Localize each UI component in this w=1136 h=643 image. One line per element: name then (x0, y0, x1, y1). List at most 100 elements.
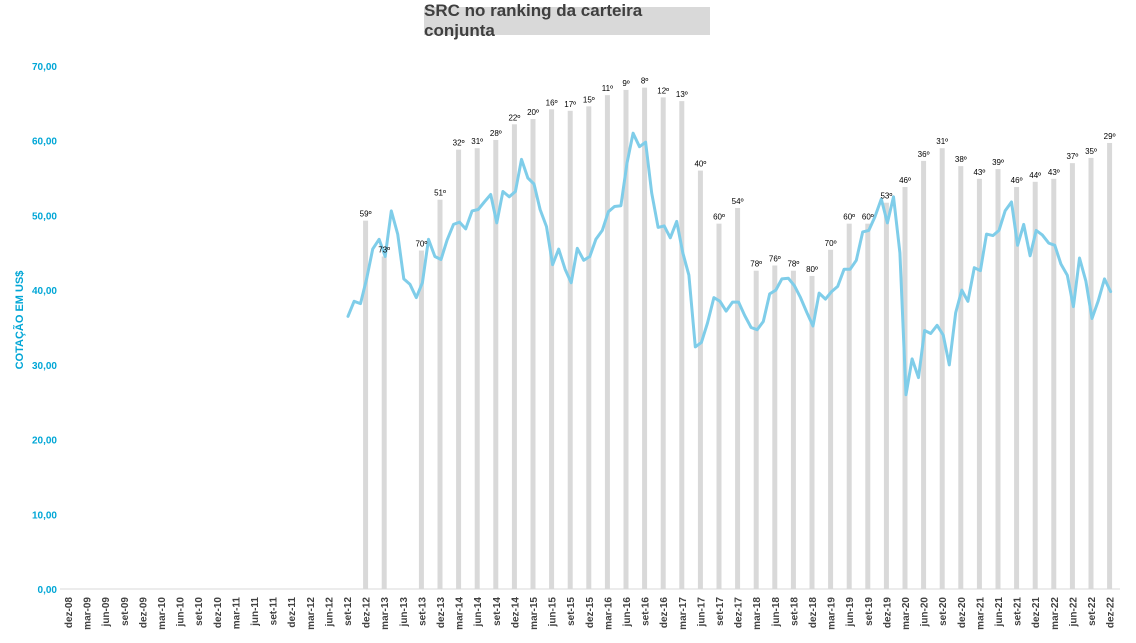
ranking-bar (1088, 157, 1094, 590)
x-tick-label: set-21 (1013, 597, 1024, 626)
x-tick-label: set-10 (194, 597, 205, 626)
ranking-label: 43º (1048, 168, 1060, 177)
ranking-bar (549, 109, 555, 589)
ranking-label: 60º (862, 213, 874, 222)
ranking-label: 13º (676, 90, 688, 99)
ranking-label: 70º (825, 239, 837, 248)
x-tick-label: jun-22 (1068, 597, 1079, 628)
x-tick-label: set-22 (1087, 597, 1098, 626)
ranking-label: 22º (508, 113, 520, 122)
x-tick-label: set-11 (269, 597, 280, 626)
ranking-label: 76º (769, 254, 781, 263)
x-tick-label: mar-10 (157, 597, 168, 630)
x-tick-label: jun-16 (622, 597, 633, 628)
ranking-label: 20º (527, 108, 539, 117)
ranking-bar (623, 89, 629, 589)
ranking-label: 46º (1011, 176, 1023, 185)
y-tick-label: 30,00 (32, 361, 57, 372)
ranking-bar (381, 256, 387, 589)
x-tick-label: mar-09 (83, 597, 94, 630)
ranking-bar (809, 275, 815, 589)
ranking-label: 31º (471, 137, 483, 146)
x-tick-label: jun-15 (548, 597, 559, 628)
ranking-bar (1051, 178, 1057, 589)
x-tick-label: dez-08 (64, 597, 75, 629)
x-tick-label: dez-21 (1031, 597, 1042, 629)
x-tick-label: jun-14 (473, 597, 484, 628)
x-tick-label: mar-21 (975, 597, 986, 630)
ranking-label: 70º (415, 240, 427, 249)
ranking-label: 11º (602, 84, 613, 93)
ranking-label: 60º (843, 213, 855, 222)
x-tick-label: jun-10 (176, 597, 187, 628)
ranking-bar (1107, 142, 1113, 589)
price-series-line (346, 131, 1113, 397)
x-tick-label: mar-20 (901, 597, 912, 630)
ranking-label: 78º (750, 260, 762, 269)
y-tick-label: 20,00 (32, 436, 57, 447)
ranking-label: 80º (806, 265, 818, 274)
ranking-bar (493, 139, 499, 589)
ranking-bar (474, 148, 480, 589)
x-tick-label: jun-13 (399, 597, 410, 628)
x-tick-label: set-13 (417, 597, 428, 626)
ranking-bar (716, 223, 722, 589)
x-tick-label: jun-19 (845, 597, 856, 628)
ranking-bar (418, 250, 424, 589)
ranking-bar (995, 169, 1001, 589)
ranking-label: 28º (490, 129, 502, 138)
ranking-label: 73º (378, 246, 390, 255)
ranking-bar (883, 202, 889, 589)
ranking-bar (697, 170, 703, 589)
x-tick-label: jun-09 (101, 597, 112, 628)
ranking-bar (939, 148, 945, 589)
ranking-label: 35º (1085, 147, 1097, 156)
ranking-bar (437, 199, 443, 589)
y-tick-label: 40,00 (32, 286, 57, 297)
ranking-bar (363, 220, 369, 589)
x-tick-label: jun-20 (920, 597, 931, 628)
x-tick-label: dez-10 (213, 597, 224, 629)
x-tick-label: mar-17 (678, 597, 689, 630)
y-tick-label: 10,00 (32, 510, 57, 521)
x-tick-label: set-12 (343, 597, 354, 626)
ranking-bar (976, 178, 982, 589)
ranking-bar (1069, 163, 1075, 589)
ranking-bar (586, 106, 592, 590)
ranking-bar (790, 270, 796, 589)
x-tick-label: jun-11 (250, 597, 261, 627)
ranking-bar (511, 124, 517, 589)
ranking-bars (363, 87, 1113, 590)
x-tick-label: dez-22 (1106, 597, 1117, 629)
ranking-bar (1032, 181, 1038, 590)
ranking-bar (828, 249, 834, 589)
y-axis: 0,00 10,00 20,00 30,00 40,00 50,00 60,00 70,00 (32, 62, 57, 596)
x-tick-label: set-17 (715, 597, 726, 626)
ranking-label: 15º (583, 95, 595, 104)
x-tick-label: set-09 (120, 597, 131, 626)
ranking-label: 44º (1029, 171, 1041, 180)
price-line (346, 131, 1113, 397)
ranking-bar (921, 160, 927, 589)
ranking-bar (772, 265, 778, 589)
x-tick-label: mar-14 (455, 597, 466, 630)
ranking-bar (456, 149, 462, 589)
x-tick-label: mar-15 (529, 597, 540, 630)
x-tick-label: mar-18 (752, 597, 763, 630)
ranking-labels: 59º 73º 70º 51º 32º 31º 28º 22º 20º 16º 17º 15º 11º 9… (360, 77, 1116, 274)
x-tick-label: set-14 (492, 597, 503, 626)
ranking-label: 8º (641, 77, 648, 86)
ranking-label: 60º (713, 213, 725, 222)
x-tick-label: set-18 (789, 597, 800, 626)
y-tick-label: 50,00 (32, 211, 57, 222)
x-tick-label: dez-09 (138, 597, 149, 629)
x-tick-label: dez-17 (734, 597, 745, 629)
x-tick-label: mar-22 (1050, 597, 1061, 630)
ranking-label: 17º (564, 100, 576, 109)
ranking-bar (958, 166, 964, 590)
x-tick-label: mar-19 (827, 597, 838, 630)
x-tick-label: dez-20 (957, 597, 968, 629)
x-tick-label: dez-16 (659, 597, 670, 629)
x-tick-label: set-19 (864, 597, 875, 626)
x-tick-label: jun-12 (324, 597, 335, 628)
